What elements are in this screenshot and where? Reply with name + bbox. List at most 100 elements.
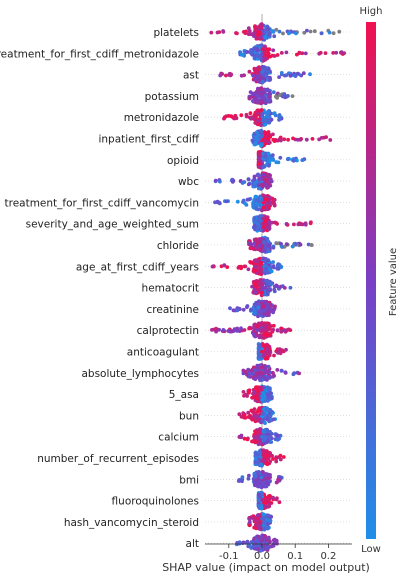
shap-point [256, 305, 261, 310]
shap-point [246, 26, 251, 31]
shap-point [264, 504, 269, 509]
shap-point [282, 137, 287, 142]
shap-point [297, 50, 302, 55]
shap-point [252, 282, 257, 286]
shap-point [267, 309, 272, 314]
shap-point [286, 137, 290, 142]
feature-label: wbc [178, 176, 199, 188]
shap-point [267, 32, 272, 37]
shap-point [304, 137, 309, 142]
shap-point [246, 267, 251, 272]
shap-point [271, 457, 275, 461]
shap-point [253, 258, 258, 262]
shap-point [218, 179, 222, 184]
shap-point [247, 69, 252, 74]
shap-point [263, 534, 267, 538]
shap-point [267, 220, 271, 225]
shap-point [255, 388, 260, 392]
shap-point [267, 223, 272, 228]
shap-point [266, 198, 271, 203]
shap-point [227, 73, 232, 77]
shap-point [242, 328, 247, 332]
shap-point [246, 177, 251, 182]
shap-point [257, 526, 262, 531]
shap-point [261, 205, 266, 210]
shap-point [258, 244, 263, 248]
shap-point [265, 399, 270, 403]
feature-label: hematocrit [142, 283, 199, 295]
shap-point [286, 31, 291, 36]
shap-point [260, 350, 264, 354]
shap-point [271, 323, 276, 328]
shap-point [262, 139, 267, 144]
shap-point [262, 44, 267, 49]
shap-point [253, 198, 258, 203]
shap-point [247, 520, 252, 525]
shap-point [215, 199, 220, 204]
x-tick-label: 0.0 [254, 551, 270, 562]
shap-point [262, 321, 267, 326]
shap-point [253, 547, 258, 551]
shap-point [260, 76, 265, 81]
shap-point [252, 93, 256, 97]
shap-point [280, 245, 284, 249]
shap-point [269, 117, 274, 122]
shap-point [264, 538, 269, 542]
feature-label: severity_and_age_weighted_sum [26, 219, 199, 231]
shap-point [260, 95, 265, 100]
shap-point [247, 390, 251, 395]
shap-point [252, 142, 257, 147]
shap-point [295, 71, 300, 76]
shap-point [255, 75, 259, 80]
feature-label: calcium [158, 432, 199, 444]
colorbar-title: Feature value [388, 248, 399, 316]
shap-point [249, 408, 254, 413]
shap-point [264, 303, 269, 307]
shap-point [277, 93, 282, 97]
shap-point [221, 30, 226, 34]
shap-point [257, 247, 262, 251]
shap-point [270, 29, 275, 34]
shap-point [286, 327, 291, 332]
shap-point [237, 329, 242, 333]
shap-point [290, 94, 295, 98]
shap-point [230, 180, 235, 184]
shap-point [260, 115, 265, 119]
shap-point [256, 333, 261, 338]
shap-point [258, 35, 263, 40]
shap-point [259, 52, 264, 57]
beeswarm-points [209, 22, 346, 553]
shap-point [248, 95, 253, 99]
shap-point [251, 202, 255, 207]
x-tick-label: -0.1 [219, 551, 239, 562]
shap-point [210, 264, 215, 269]
colorbar-gradient [366, 22, 376, 539]
shap-point [262, 194, 267, 198]
shap-point [266, 270, 270, 275]
shap-point [256, 408, 261, 412]
shap-point [239, 266, 244, 271]
shap-point [328, 138, 333, 142]
shap-point [266, 351, 271, 356]
shap-point [252, 542, 257, 547]
shap-point [254, 526, 259, 531]
shap-point [256, 309, 261, 314]
shap-point [247, 326, 252, 331]
shap-point [260, 79, 265, 84]
shap-point [255, 521, 259, 526]
shap-point [219, 71, 224, 76]
shap-point [257, 347, 261, 351]
shap-point [256, 534, 261, 539]
shap-point [305, 28, 309, 33]
shap-point [258, 343, 262, 348]
shap-point [263, 56, 268, 61]
shap-point [275, 433, 280, 438]
shap-point [281, 94, 285, 99]
shap-point [274, 459, 279, 464]
shap-point [252, 407, 257, 412]
feature-label: ast [183, 70, 199, 82]
shap-point [231, 115, 236, 120]
shap-point [226, 329, 231, 333]
shap-point [263, 118, 268, 123]
shap-point [281, 455, 286, 459]
